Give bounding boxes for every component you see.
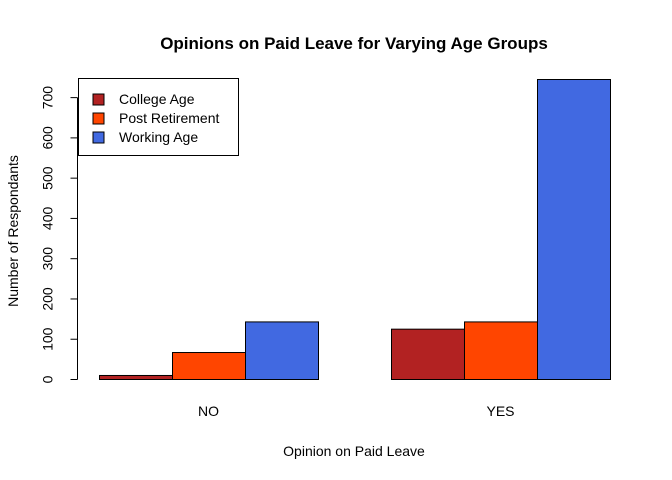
y-tick-label: 0 — [40, 375, 56, 383]
chart-title: Opinions on Paid Leave for Varying Age G… — [160, 34, 548, 53]
x-tick-label: NO — [198, 403, 219, 419]
bar-yes-working-age — [537, 79, 611, 380]
bars — [99, 79, 611, 381]
y-tick-label: 300 — [40, 247, 56, 271]
bar-no-post-retirement — [172, 352, 246, 381]
legend-box — [78, 78, 239, 156]
legend-swatch — [92, 112, 105, 125]
y-axis-label: Number of Respondants — [5, 155, 21, 307]
y-tick-label: 400 — [40, 207, 56, 231]
bar-yes-post-retirement — [464, 321, 538, 380]
y-tick-label: 700 — [40, 86, 56, 110]
y-tick-label: 500 — [40, 166, 56, 190]
y-axis: 0 100 200 300 400 500 600 700 — [40, 86, 78, 383]
x-axis-tick-labels: NO YES — [198, 403, 515, 419]
bar-no-working-age — [245, 321, 319, 380]
legend-label: Post Retirement — [119, 110, 219, 126]
legend: College Age Post Retirement Working Age — [78, 78, 239, 156]
legend-label: College Age — [119, 91, 195, 107]
bar-yes-college-age — [391, 328, 465, 380]
x-axis-label: Opinion on Paid Leave — [283, 443, 425, 459]
legend-swatch — [92, 131, 105, 144]
y-tick-label: 600 — [40, 126, 56, 150]
legend-swatch — [92, 93, 105, 106]
x-tick-label: YES — [486, 403, 514, 419]
legend-label: Working Age — [119, 129, 198, 145]
y-tick-label: 200 — [40, 287, 56, 311]
y-tick-label: 100 — [40, 327, 56, 351]
bar-no-college-age — [99, 374, 173, 380]
